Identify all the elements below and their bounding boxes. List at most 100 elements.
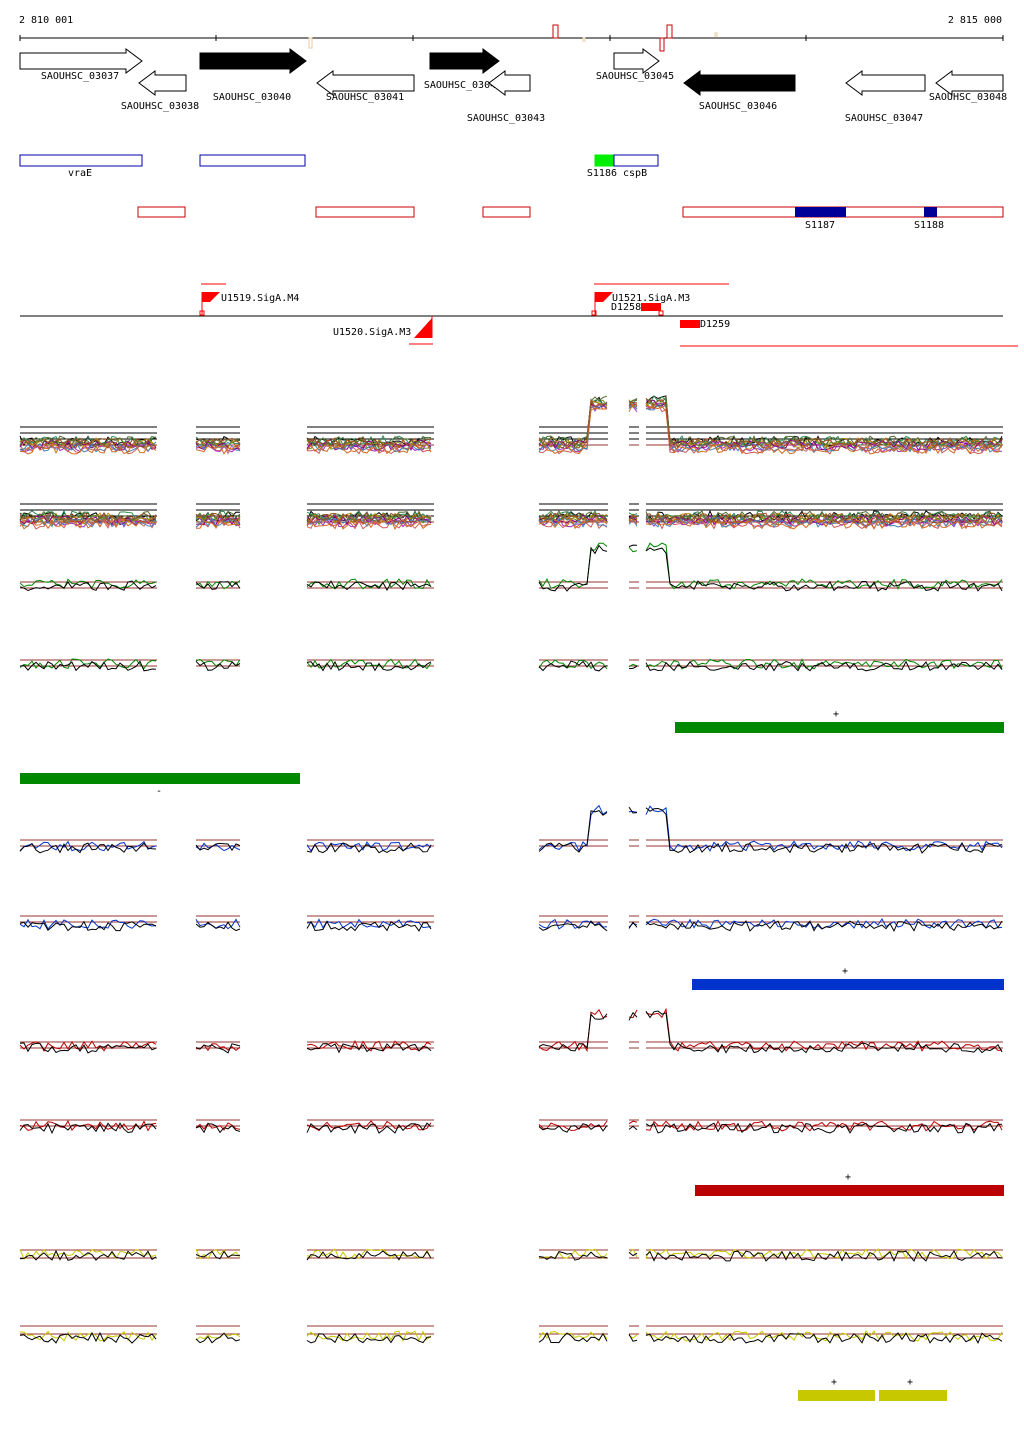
- profile-line: [306, 580, 432, 592]
- profile-line: [19, 512, 157, 524]
- coordinate-ruler: 2 810 001 2 815 000: [19, 15, 1004, 52]
- profile-line: [628, 663, 638, 668]
- feature-label: S1187: [805, 220, 835, 231]
- profile-line: [306, 658, 432, 670]
- gene-arrow[interactable]: SAOUHSC_03041: [316, 70, 415, 103]
- terminator-marker[interactable]: D1259: [680, 319, 730, 330]
- profile-line: [538, 804, 608, 853]
- promoter-flag[interactable]: U1519.SigA.M4: [199, 292, 299, 316]
- profile-line: [645, 1010, 1003, 1054]
- profile-line: [195, 581, 241, 590]
- profile-line: [306, 435, 432, 447]
- gene-label: SAOUHSC_03048: [929, 92, 1007, 103]
- profile-line: [645, 398, 1003, 449]
- promoter-track: U1519.SigA.M4 U1521.SigA.M3 U1520.SigA.M…: [20, 283, 1018, 347]
- profile-line: [645, 547, 1003, 592]
- profile-line: [645, 404, 1003, 455]
- profile-line: [628, 806, 638, 814]
- profile-line: [195, 514, 241, 526]
- expression-profiles: [19, 395, 1003, 1344]
- profile-line: [19, 435, 157, 447]
- profile-line: [19, 1122, 157, 1135]
- profile-line: [628, 516, 638, 522]
- strand-mark: -: [156, 786, 162, 797]
- profile-line: [538, 407, 608, 455]
- profile-line: [645, 1332, 1003, 1344]
- feature-block[interactable]: [924, 207, 937, 217]
- gene-arrow[interactable]: SAOUHSC_03048: [929, 70, 1007, 103]
- gene-arrow[interactable]: SAOUHSC_03042: [424, 48, 502, 91]
- feature-block[interactable]: [795, 207, 846, 217]
- promoter-flag[interactable]: U1521.SigA.M3: [591, 292, 690, 316]
- transcript-bar[interactable]: [692, 979, 1004, 990]
- profile-line: [306, 842, 432, 854]
- annotation-box[interactable]: [19, 154, 143, 167]
- profile-line: [19, 1120, 157, 1132]
- annotation-box[interactable]: [613, 154, 659, 167]
- profile-line: [628, 1334, 638, 1342]
- terminator-marker[interactable]: D1258: [611, 302, 664, 316]
- profile-line: [19, 580, 157, 592]
- gene-arrow[interactable]: SAOUHSC_03038: [121, 70, 199, 112]
- profile-line: [538, 1013, 608, 1052]
- profile-line: [19, 658, 157, 670]
- promoter-label: U1520.SigA.M3: [333, 327, 411, 338]
- gene-arrow[interactable]: SAOUHSC_03040: [199, 48, 307, 103]
- gene-arrow[interactable]: SAOUHSC_03045: [596, 48, 674, 82]
- profile-line: [306, 660, 432, 672]
- profile-line: [645, 1122, 1003, 1134]
- gene-arrow[interactable]: SAOUHSC_03043: [467, 70, 545, 124]
- gene-label: SAOUHSC_03045: [596, 71, 674, 82]
- profile-line: [538, 400, 608, 448]
- profile-line: [19, 920, 157, 932]
- profile-line: [645, 1330, 1003, 1342]
- gene-arrow[interactable]: SAOUHSC_03046: [683, 70, 796, 112]
- profile-line: [306, 1330, 432, 1342]
- profile-line: [538, 918, 608, 930]
- profile-line: [628, 518, 638, 525]
- profile-line: [19, 510, 157, 521]
- profile-line: [628, 921, 638, 929]
- strand-mark: +: [907, 1377, 913, 1388]
- profile-line: [19, 518, 157, 530]
- profile-line: [645, 807, 1003, 854]
- profile-line: [195, 1250, 240, 1260]
- promoter-label: U1521.SigA.M3: [612, 293, 690, 304]
- transcript-bar[interactable]: [879, 1390, 947, 1401]
- profile-line: [195, 921, 241, 932]
- profile-line: [538, 509, 608, 521]
- transcript-bar[interactable]: [675, 722, 1004, 733]
- rna-feature-box[interactable]: [482, 206, 531, 218]
- profile-line: [306, 1332, 432, 1344]
- profile-line: [19, 443, 157, 455]
- gene-arrow[interactable]: SAOUHSC_03037: [19, 48, 143, 82]
- profile-line: [628, 546, 638, 553]
- profile-line: [306, 1120, 432, 1132]
- transcript-bar[interactable]: [798, 1390, 875, 1401]
- profile-line: [645, 658, 1003, 670]
- profile-line: [645, 1007, 1003, 1052]
- profile-line: [645, 512, 1003, 524]
- transcript-bar[interactable]: [20, 773, 300, 784]
- rna-feature-box[interactable]: [137, 206, 186, 218]
- profile-line: [628, 516, 638, 519]
- rna-feature-box[interactable]: [315, 206, 415, 218]
- profile-line: [19, 1248, 157, 1261]
- profile-line: [19, 1249, 157, 1261]
- profile-line: [195, 513, 241, 521]
- profile-line: [19, 1330, 157, 1342]
- profile-line: [306, 437, 432, 449]
- annotation-box[interactable]: [199, 154, 306, 167]
- gene-arrow[interactable]: SAOUHSC_03047: [845, 70, 926, 124]
- profile-line: [196, 518, 241, 529]
- promoter-region[interactable]: [594, 154, 615, 167]
- profile-line: [628, 810, 638, 813]
- profile-line: [19, 438, 157, 449]
- profile-line: [628, 1120, 638, 1125]
- transcript-bar[interactable]: [695, 1185, 1004, 1196]
- profile-line: [538, 1332, 608, 1344]
- profile-line: [628, 397, 638, 403]
- promoter-flag[interactable]: U1520.SigA.M3: [333, 316, 433, 338]
- rna-feature-track: S1187 S1188: [137, 206, 1004, 231]
